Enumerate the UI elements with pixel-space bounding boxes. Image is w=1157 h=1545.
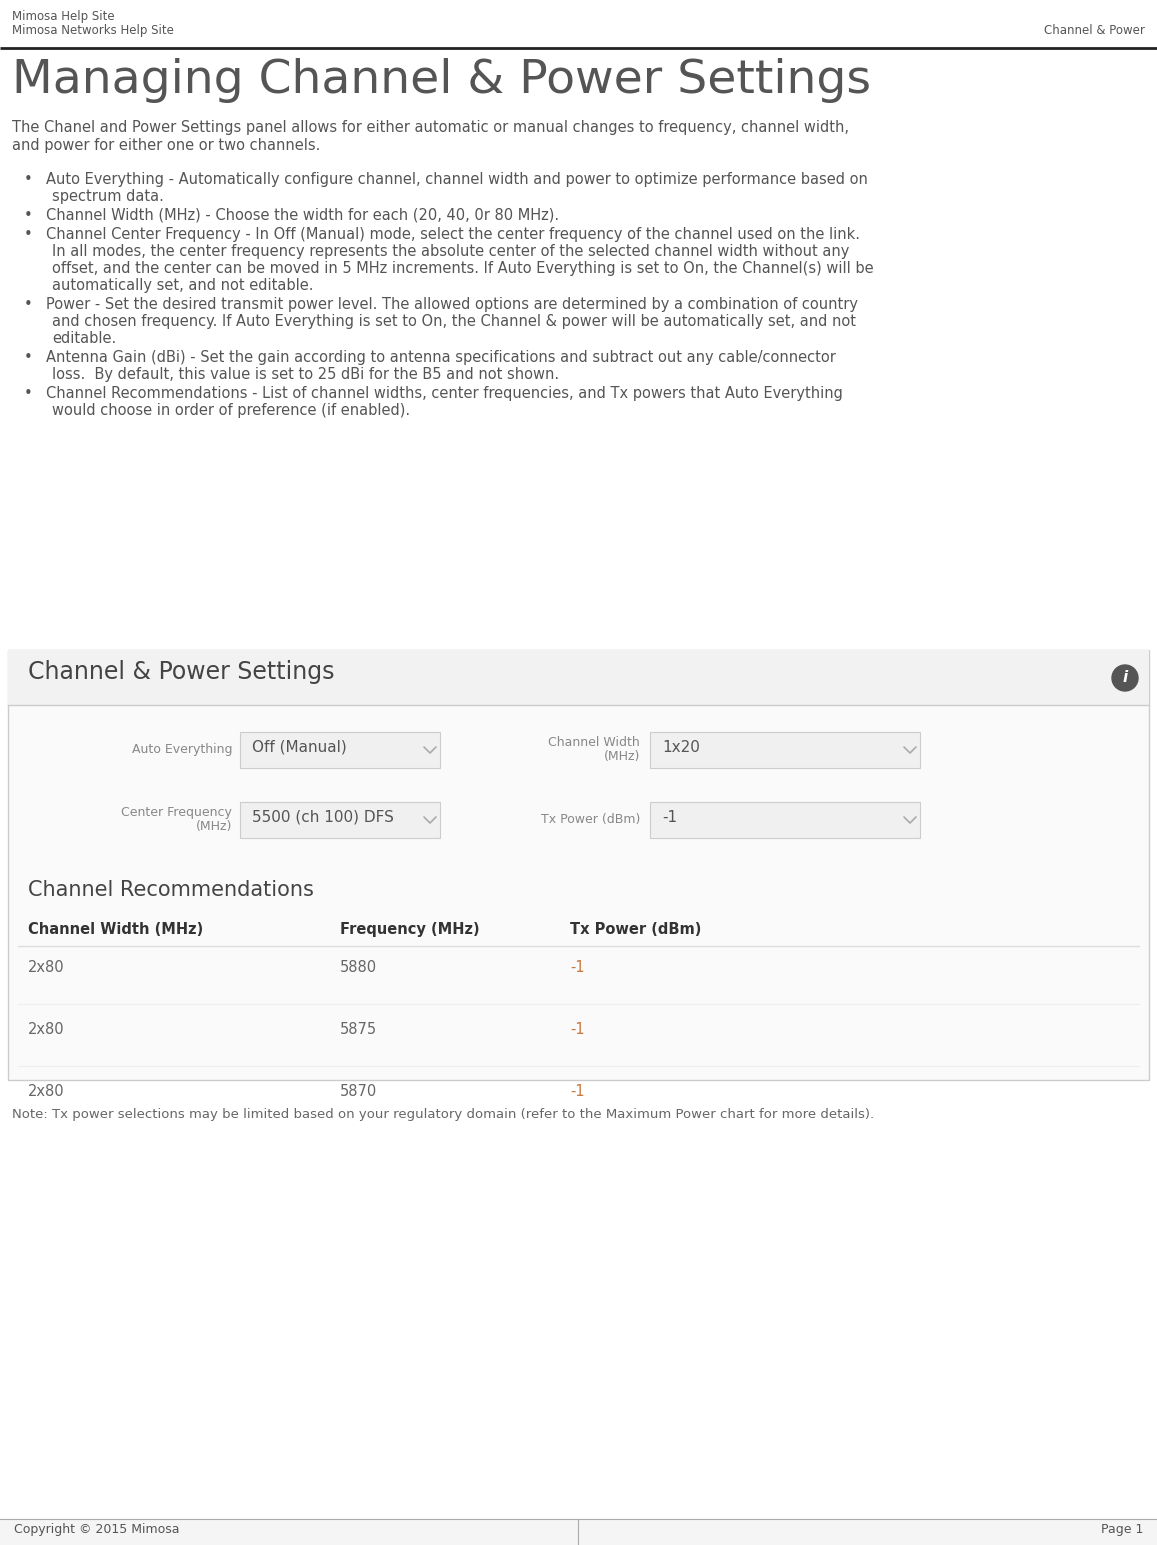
- Text: Mimosa Networks Help Site: Mimosa Networks Help Site: [12, 25, 174, 37]
- Bar: [0, 1519, 1157, 1545]
- Text: and power for either one or two channels.: and power for either one or two channels…: [12, 138, 320, 153]
- Text: loss.  By default, this value is set to 25 dBi for the B5 and not shown.: loss. By default, this value is set to 2…: [52, 368, 559, 382]
- Text: •: •: [23, 227, 32, 243]
- Text: Page 1: Page 1: [1100, 1523, 1143, 1536]
- Text: and chosen frequency. If Auto Everything is set to On, the Channel & power will : and chosen frequency. If Auto Everything…: [52, 314, 856, 329]
- Text: Antenna Gain (dBi) - Set the gain according to antenna specifications and subtra: Antenna Gain (dBi) - Set the gain accord…: [46, 351, 835, 365]
- Text: Channel Width (MHz) - Choose the width for each (20, 40, 0r 80 MHz).: Channel Width (MHz) - Choose the width f…: [46, 209, 559, 222]
- Text: -1: -1: [570, 959, 584, 975]
- Text: Frequency (MHz): Frequency (MHz): [340, 922, 480, 936]
- Text: 5870: 5870: [340, 1085, 377, 1098]
- Text: •: •: [23, 386, 32, 402]
- Text: offset, and the center can be moved in 5 MHz increments. If Auto Everything is s: offset, and the center can be moved in 5…: [52, 261, 874, 277]
- Text: In all modes, the center frequency represents the absolute center of the selecte: In all modes, the center frequency repre…: [52, 244, 849, 260]
- Text: 5880: 5880: [340, 959, 377, 975]
- Text: Channel Width: Channel Width: [548, 735, 640, 749]
- Text: Channel Recommendations: Channel Recommendations: [28, 881, 314, 901]
- Bar: [8, 650, 1149, 705]
- Text: -1: -1: [570, 1085, 584, 1098]
- Text: Mimosa Help Site: Mimosa Help Site: [12, 9, 115, 23]
- Text: 5500 (ch 100) DFS: 5500 (ch 100) DFS: [252, 810, 393, 825]
- Text: -1: -1: [570, 1021, 584, 1037]
- Text: 1x20: 1x20: [662, 740, 700, 756]
- Text: (MHz): (MHz): [604, 749, 640, 763]
- Bar: [8, 650, 1149, 1080]
- Text: 2x80: 2x80: [28, 959, 65, 975]
- Text: 2x80: 2x80: [28, 1085, 65, 1098]
- Bar: [239, 732, 440, 768]
- Bar: [650, 802, 920, 837]
- Text: Managing Channel & Power Settings: Managing Channel & Power Settings: [12, 59, 871, 104]
- Text: spectrum data.: spectrum data.: [52, 188, 164, 204]
- Text: •: •: [23, 171, 32, 187]
- Text: Channel Width (MHz): Channel Width (MHz): [28, 922, 204, 936]
- Text: editable.: editable.: [52, 331, 116, 346]
- Text: Tx Power (dBm): Tx Power (dBm): [570, 922, 701, 936]
- Text: (MHz): (MHz): [196, 820, 233, 833]
- Text: Off (Manual): Off (Manual): [252, 740, 347, 756]
- Text: Note: Tx power selections may be limited based on your regulatory domain (refer : Note: Tx power selections may be limited…: [12, 1108, 875, 1122]
- Bar: [650, 732, 920, 768]
- Text: •: •: [23, 209, 32, 222]
- Text: Auto Everything: Auto Everything: [132, 743, 233, 756]
- Text: •: •: [23, 297, 32, 312]
- Text: Channel & Power Settings: Channel & Power Settings: [28, 660, 334, 684]
- Text: Copyright © 2015 Mimosa: Copyright © 2015 Mimosa: [14, 1523, 179, 1536]
- Text: -1: -1: [662, 810, 677, 825]
- Text: Auto Everything - Automatically configure channel, channel width and power to op: Auto Everything - Automatically configur…: [46, 171, 868, 187]
- Circle shape: [1112, 664, 1138, 691]
- Text: Channel Center Frequency - In Off (Manual) mode, select the center frequency of : Channel Center Frequency - In Off (Manua…: [46, 227, 860, 243]
- Text: The Chanel and Power Settings panel allows for either automatic or manual change: The Chanel and Power Settings panel allo…: [12, 121, 849, 134]
- Text: 5875: 5875: [340, 1021, 377, 1037]
- Text: Center Frequency: Center Frequency: [121, 806, 233, 819]
- Bar: [239, 802, 440, 837]
- Text: Channel & Power: Channel & Power: [1044, 25, 1145, 37]
- Text: would choose in order of preference (if enabled).: would choose in order of preference (if …: [52, 403, 410, 419]
- Text: Tx Power (dBm): Tx Power (dBm): [540, 813, 640, 827]
- Text: Channel Recommendations - List of channel widths, center frequencies, and Tx pow: Channel Recommendations - List of channe…: [46, 386, 843, 402]
- Text: Power - Set the desired transmit power level. The allowed options are determined: Power - Set the desired transmit power l…: [46, 297, 858, 312]
- Text: •: •: [23, 351, 32, 365]
- Text: i: i: [1122, 671, 1128, 686]
- Text: 2x80: 2x80: [28, 1021, 65, 1037]
- Text: automatically set, and not editable.: automatically set, and not editable.: [52, 278, 314, 294]
